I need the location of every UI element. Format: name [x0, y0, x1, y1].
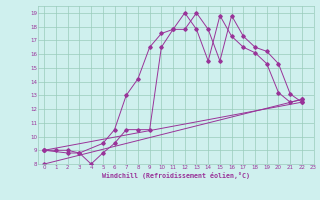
X-axis label: Windchill (Refroidissement éolien,°C): Windchill (Refroidissement éolien,°C) [102, 172, 250, 179]
